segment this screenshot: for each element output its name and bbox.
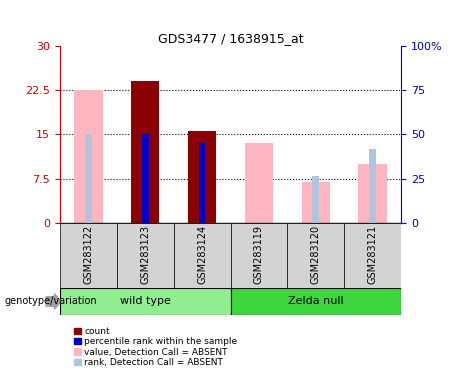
Bar xyxy=(188,131,216,223)
Bar xyxy=(174,223,230,288)
Text: Zelda null: Zelda null xyxy=(288,296,343,306)
Bar xyxy=(358,164,387,223)
Title: GDS3477 / 1638915_at: GDS3477 / 1638915_at xyxy=(158,32,303,45)
Bar xyxy=(117,223,174,288)
Bar xyxy=(60,288,230,315)
Bar xyxy=(369,149,376,223)
Bar xyxy=(287,223,344,288)
Bar xyxy=(60,223,117,288)
Bar xyxy=(245,143,273,223)
Text: GSM283120: GSM283120 xyxy=(311,225,321,284)
Bar xyxy=(74,90,102,223)
Text: GSM283124: GSM283124 xyxy=(197,225,207,284)
Bar xyxy=(142,134,148,223)
Text: GSM283119: GSM283119 xyxy=(254,225,264,284)
Text: wild type: wild type xyxy=(120,296,171,306)
Bar xyxy=(313,175,319,223)
Text: GSM283123: GSM283123 xyxy=(140,225,150,284)
Bar xyxy=(188,131,216,223)
Bar xyxy=(85,134,92,223)
Bar xyxy=(344,223,401,288)
Bar xyxy=(199,143,206,223)
Legend: count, percentile rank within the sample, value, Detection Call = ABSENT, rank, : count, percentile rank within the sample… xyxy=(74,327,237,367)
Text: GSM283122: GSM283122 xyxy=(83,225,94,284)
Bar xyxy=(301,182,330,223)
Text: GSM283121: GSM283121 xyxy=(367,225,378,284)
Bar xyxy=(230,288,401,315)
Text: genotype/variation: genotype/variation xyxy=(5,296,97,306)
Bar xyxy=(230,223,287,288)
Bar xyxy=(131,81,160,223)
